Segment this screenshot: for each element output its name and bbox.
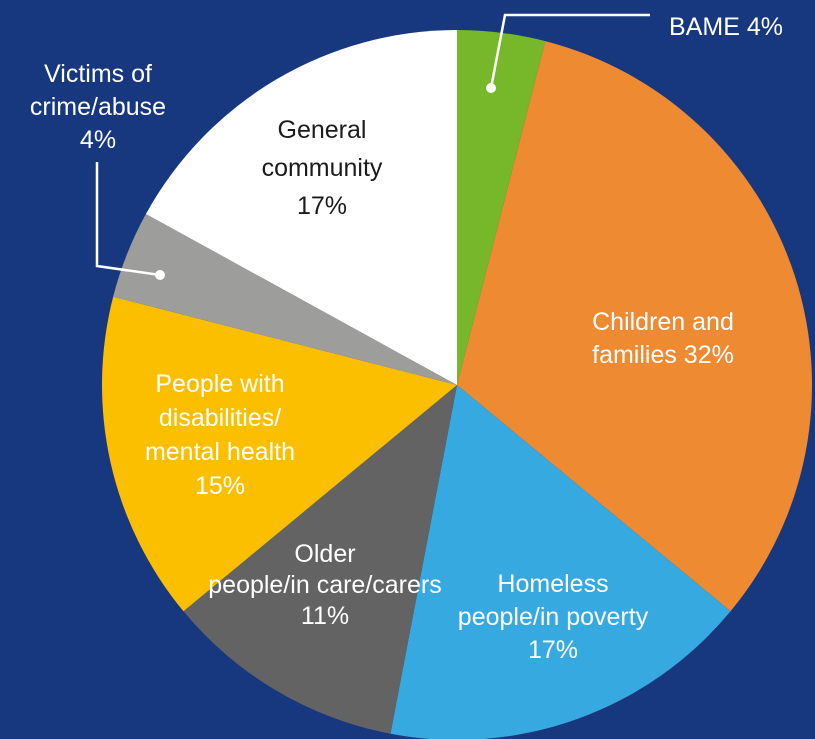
leader-lines [95, 13, 650, 280]
leader-line-6 [95, 162, 161, 277]
slice-label-3: Homeless people/in poverty 17% [458, 570, 649, 664]
pie-slice-6 [113, 213, 458, 385]
pie-slice-5 [101, 296, 458, 612]
pie-slice-1 [457, 30, 546, 385]
slice-label-7: General community 17% [262, 116, 383, 220]
slice-label-1: BAME 4% [669, 13, 783, 41]
pie-slice-3 [390, 385, 731, 739]
slice-label-6: Victims of crime/abuse 4% [30, 60, 166, 154]
pie-slice-2 [457, 41, 813, 612]
leader-line-1 [489, 13, 650, 89]
leader-dot-6 [155, 270, 165, 280]
slice-label-2: Children and families 32% [592, 308, 734, 369]
leader-dot-1 [486, 83, 496, 93]
pie-slice-7 [145, 29, 457, 385]
slice-labels: BAME 4% Children and families 32% Homeless p… [30, 13, 783, 664]
slice-label-5: People with disabilities/mental health 15% [145, 370, 295, 500]
slice-label-4: Older people/in care/carers 11% [208, 540, 441, 630]
pie-slice-4 [183, 385, 457, 734]
pie-slices [101, 29, 813, 739]
